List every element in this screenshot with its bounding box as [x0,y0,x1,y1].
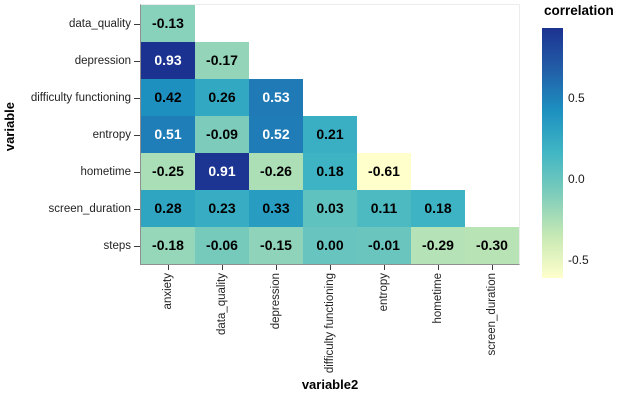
x-axis-label: data_quality [216,273,228,336]
y-tick [134,172,140,173]
legend-tick-label: -0.5 [568,253,589,267]
x-axis-label: entropy [378,273,390,312]
heatmap-cell-steps-data_quality: -0.06 [195,227,249,264]
heatmap-cell-steps-screen_duration: -0.30 [465,227,519,264]
y-tick [134,61,140,62]
x-axis-label: difficulty functioning [324,273,336,374]
legend-title: correlation [544,3,614,18]
y-axis-title: variable [2,102,17,152]
heatmap-cell-entropy-anxiety: 0.51 [141,116,195,153]
heatmap-cell-hometime-depression: -0.26 [249,153,303,190]
heatmap-cell-entropy-data_quality: -0.09 [195,116,249,153]
legend-tick-label: 0.5 [568,91,585,105]
heatmap-cell-hometime-data_quality: 0.91 [195,153,249,190]
heatmap-cell-data_quality-anxiety: -0.13 [141,5,195,42]
heatmap-cell-screen_duration-depression: 0.33 [249,190,303,227]
x-tick [384,265,385,270]
heatmap-cell-entropy-difficulty-functioning: 0.21 [303,116,357,153]
heatmap-cell-entropy-depression: 0.52 [249,116,303,153]
heatmap-cell-difficulty-functioning-depression: 0.53 [249,79,303,116]
legend-colorbar [542,28,563,278]
y-axis-label: screen_duration [48,203,131,215]
y-tick [134,135,140,136]
y-axis-label: steps [103,240,132,252]
x-axis-title: variable2 [301,377,359,392]
x-axis-label: hometime [432,273,444,324]
y-tick [134,246,140,247]
legend-tick-label: 0.0 [568,172,585,186]
heatmap-cell-steps-depression: -0.15 [249,227,303,264]
y-axis-label: hometime [80,166,132,178]
heatmap-cell-hometime-entropy: -0.61 [357,153,411,190]
heatmap-cell-screen_duration-data_quality: 0.23 [195,190,249,227]
x-tick [330,265,331,270]
heatmap-cell-steps-anxiety: -0.18 [141,227,195,264]
heatmap-cell-difficulty-functioning-anxiety: 0.42 [141,79,195,116]
y-axis-label: data_quality [68,18,131,30]
x-tick [438,265,439,270]
y-axis-label: entropy [92,129,131,141]
heatmap-cell-hometime-anxiety: -0.25 [141,153,195,190]
heatmap-cell-depression-anxiety: 0.93 [141,42,195,79]
x-axis-label: anxiety [162,273,174,310]
heatmap-cell-screen_duration-difficulty-functioning: 0.03 [303,190,357,227]
y-tick [134,209,140,210]
y-tick [134,98,140,99]
heatmap-cell-steps-hometime: -0.29 [411,227,465,264]
x-tick [492,265,493,270]
heatmap-cell-steps-entropy: -0.01 [357,227,411,264]
heatmap-cell-screen_duration-hometime: 0.18 [411,190,465,227]
x-tick [276,265,277,270]
x-axis-label: screen_duration [486,273,498,356]
heatmap-cell-hometime-difficulty-functioning: 0.18 [303,153,357,190]
x-axis-label: depression [270,273,282,330]
x-tick [168,265,169,270]
heatmap-cell-steps-difficulty-functioning: 0.00 [303,227,357,264]
y-tick [134,24,140,25]
heatmap-cell-depression-data_quality: -0.17 [195,42,249,79]
heatmap-cell-screen_duration-entropy: 0.11 [357,190,411,227]
x-tick [222,265,223,270]
y-axis-label: difficulty functioning [30,92,131,104]
y-axis-label: depression [74,55,131,67]
heatmap-cell-difficulty-functioning-data_quality: 0.26 [195,79,249,116]
heatmap-cell-screen_duration-anxiety: 0.28 [141,190,195,227]
